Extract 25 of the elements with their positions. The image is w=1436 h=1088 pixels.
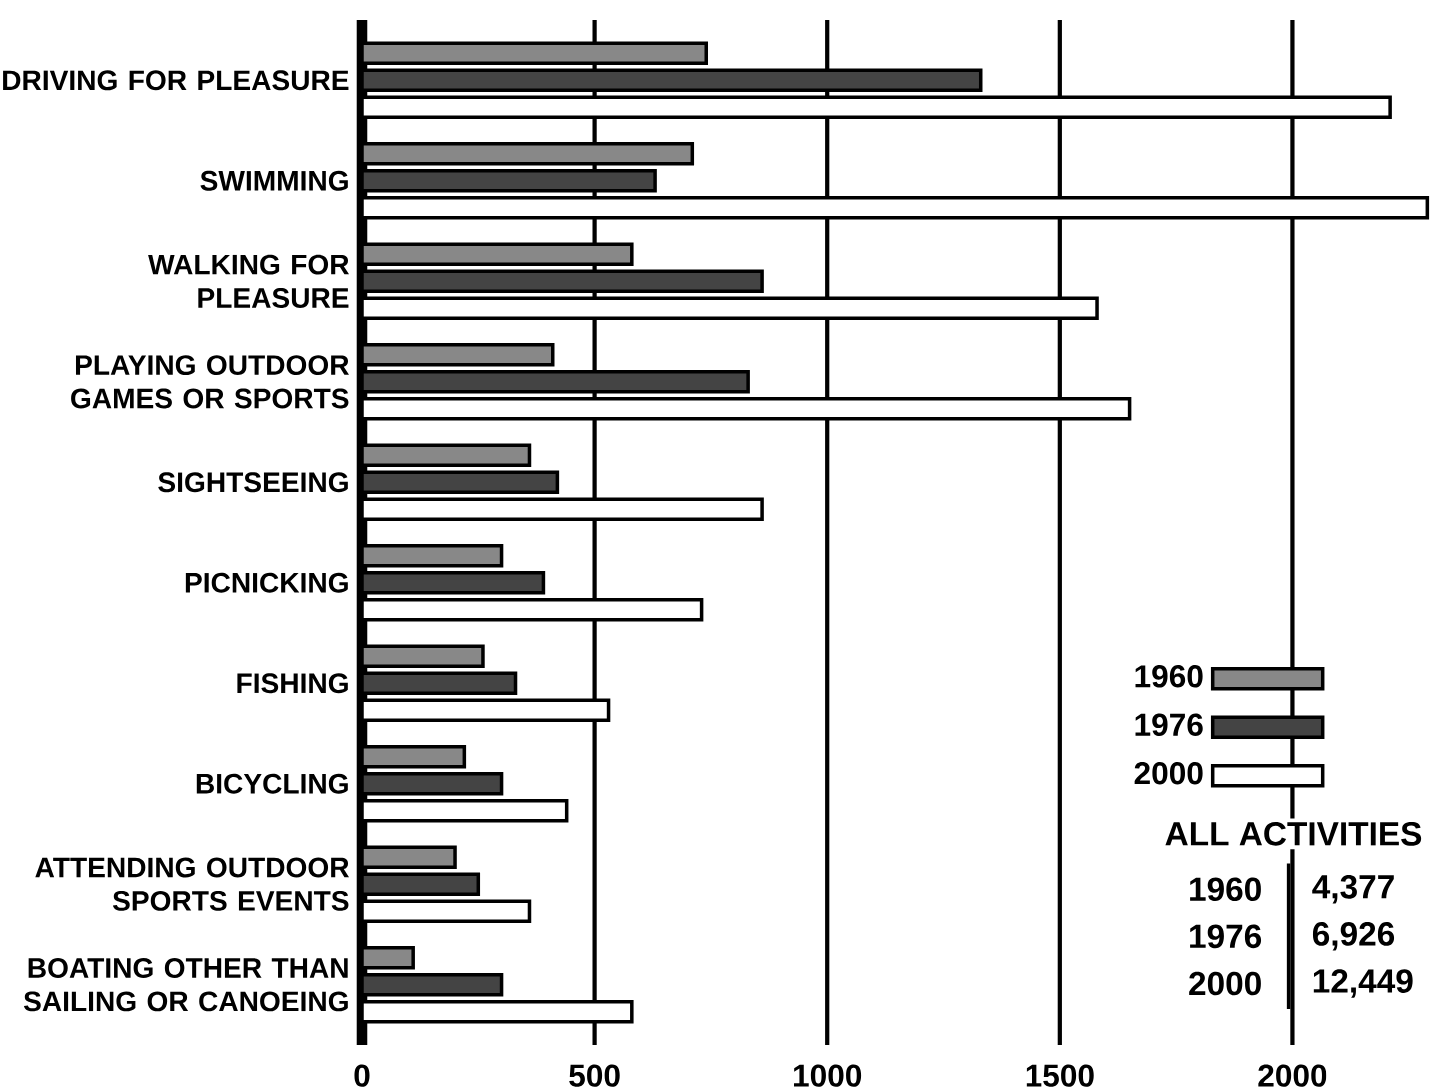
y-tick-label: ATTENDING OUTDOOR SPORTS EVENTS xyxy=(35,857,350,911)
annotation: 12,449 xyxy=(1313,969,1413,998)
annotation: 1960 xyxy=(1190,877,1261,902)
annotation: 1976 xyxy=(1190,924,1262,949)
x-tick-label: 0 xyxy=(354,1064,370,1087)
legend-label: 2000 xyxy=(1134,761,1203,785)
y-tick-label: FISHING xyxy=(237,673,348,694)
y-tick-label: PICNICKING xyxy=(185,572,348,593)
y-tick-label: BOATING OTHER THAN SAILING OR CANOEING xyxy=(23,958,348,1012)
x-tick-label: 1500 xyxy=(1026,1064,1094,1087)
y-tick-label: SIGHTSEEING xyxy=(158,472,348,493)
annotation: 6,926 xyxy=(1312,922,1395,951)
x-tick-label: 1000 xyxy=(794,1064,862,1087)
x-tick-label: 500 xyxy=(569,1064,620,1087)
y-tick-label: DRIVING FOR PLEASURE xyxy=(3,70,349,91)
y-tick-label: BICYCLING xyxy=(196,773,348,794)
annotation: ALL ACTIVITIES xyxy=(1165,822,1422,846)
y-tick-label: PLAYING OUTDOOR GAMES OR SPORTS xyxy=(71,355,349,409)
legend-label: 1976 xyxy=(1135,713,1203,736)
legend-label: 1960 xyxy=(1135,665,1203,688)
y-tick-label: WALKING FOR PLEASURE xyxy=(148,254,350,308)
x-tick-label: 2000 xyxy=(1258,1064,1327,1087)
annotation: 4,377 xyxy=(1312,874,1394,904)
annotation: 2000 xyxy=(1189,971,1261,996)
y-tick-label: SWIMMING xyxy=(200,170,348,191)
